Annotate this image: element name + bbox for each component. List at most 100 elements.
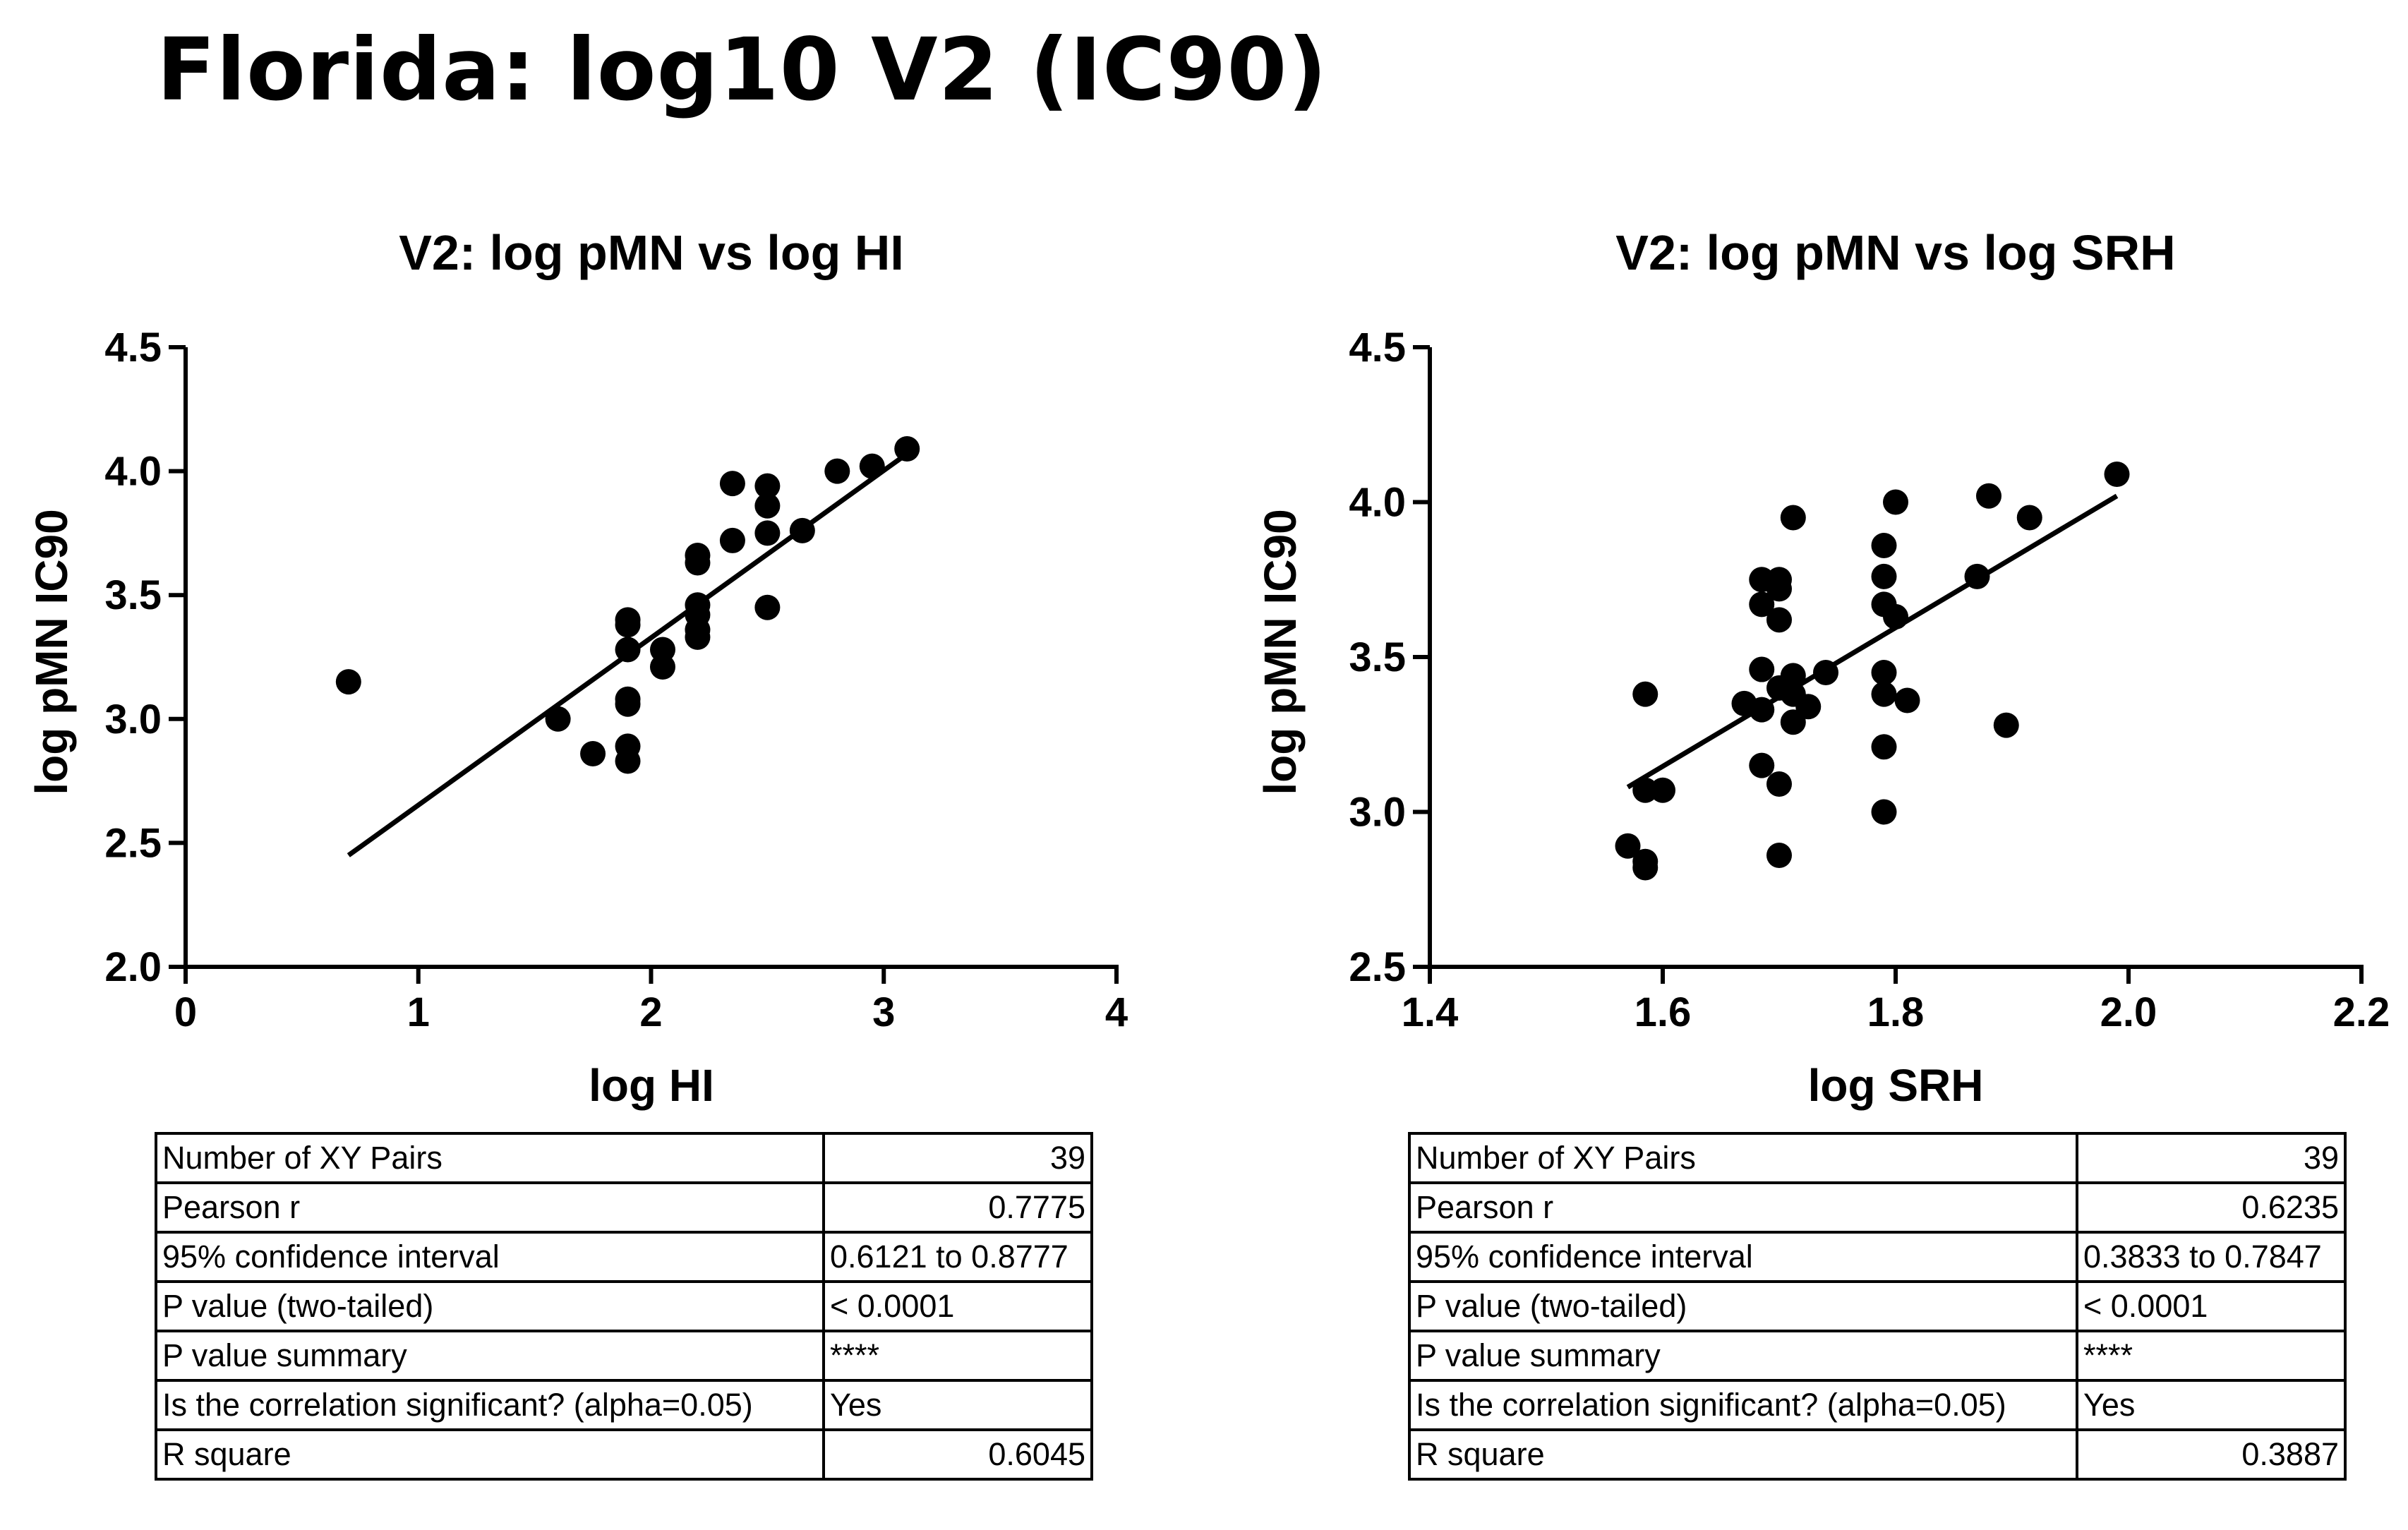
data-point [1894,687,1920,713]
stats-row: Is the correlation significant? (alpha=0… [155,1379,1093,1431]
data-point [1615,833,1641,859]
data-point [1632,681,1658,707]
data-point [685,592,711,618]
stat-label: Is the correlation significant? (alpha=0… [1408,1379,2078,1431]
x-axis-label: log SRH [1808,1060,1984,1111]
stat-label: R square [155,1428,825,1481]
data-point [754,520,781,546]
data-point [615,686,641,712]
stats-row: R square 0.6045 [155,1428,1093,1481]
x-tick-label: 2.2 [2333,989,2390,1035]
stat-label: 95% confidence interval [155,1231,825,1283]
stat-label: Pearson r [1408,1181,2078,1234]
stats-row: P value (two-tailed) < 0.0001 [155,1280,1093,1332]
y-tick-label: 4.5 [1349,325,1406,371]
y-tick-label: 4.5 [104,325,162,371]
x-tick-label: 2 [639,989,662,1035]
regression-line [1626,493,2119,790]
data-point [1871,799,1897,825]
data-point [2104,461,2130,487]
data-point [1993,712,2019,738]
stats-row: Pearson r 0.6235 [1408,1181,2347,1234]
data-point [859,453,885,479]
data-point [1632,848,1658,874]
data-point [1871,563,1897,589]
data-point [1766,607,1792,633]
data-point [1813,659,1838,685]
y-axis-label: log pMN IC90 [26,509,77,795]
stat-value: 0.3887 [2076,1428,2347,1481]
stat-value: 0.3833 to 0.7847 [2076,1231,2347,1283]
x-tick-label: 1.4 [1402,989,1459,1035]
stats-row: Pearson r 0.7775 [155,1181,1093,1234]
x-axis-label: log HI [589,1060,714,1111]
stats-row: P value summary **** [155,1330,1093,1382]
y-tick-label: 3.0 [104,697,162,742]
stats-row: 95% confidence interval 0.6121 to 0.8777 [155,1231,1093,1283]
data-point [649,637,675,663]
stat-value: < 0.0001 [2076,1280,2347,1332]
chart-title: V2: log pMN vs log HI [399,225,904,280]
stat-value: Yes [2076,1379,2347,1431]
stat-value: < 0.0001 [822,1280,1093,1332]
stat-label: P value summary [1408,1330,2078,1382]
data-point [1749,591,1775,618]
data-point [1632,777,1658,803]
data-point [1871,532,1897,558]
data-point [335,669,361,695]
data-point [2016,505,2042,531]
y-axis-label: log pMN IC90 [1255,509,1306,795]
data-point [1749,697,1775,723]
data-point [1766,567,1792,593]
stat-label: 95% confidence interval [1408,1231,2078,1283]
stat-label: P value (two-tailed) [155,1280,825,1332]
data-point [1749,656,1775,682]
y-tick-label: 3.5 [1349,634,1406,680]
data-point [1883,603,1908,630]
stats-row: Number of XY Pairs 39 [1408,1132,2347,1184]
stat-value: 0.6045 [822,1428,1093,1481]
data-point [1871,734,1897,760]
x-tick-label: 1.8 [1867,989,1925,1035]
stats-row: Is the correlation significant? (alpha=0… [1408,1379,2347,1431]
data-point [1964,563,1990,589]
chart-title: V2: log pMN vs log SRH [1615,225,2175,280]
y-tick-label: 4.0 [1349,480,1406,526]
stats-row: P value summary **** [1408,1330,2347,1382]
correlation-stats-table: Number of XY Pairs 39 Pearson r 0.6235 95% c… [1408,1132,2347,1481]
y-tick-label: 3.5 [104,572,162,618]
x-tick-label: 0 [174,989,197,1035]
data-point [754,473,781,499]
page-title: Florida: log10 V2 (IC90) [157,20,1328,120]
y-tick-label: 2.5 [104,820,162,866]
data-point [685,543,711,569]
stat-value: 0.6235 [2076,1181,2347,1234]
stats-row: Number of XY Pairs 39 [155,1132,1093,1184]
data-point [824,458,850,484]
y-tick-label: 4.0 [104,449,162,495]
data-point [545,706,571,732]
data-point [1976,483,2001,509]
stats-row: P value (two-tailed) < 0.0001 [1408,1280,2347,1332]
data-point [1871,681,1897,707]
x-tick-label: 4 [1105,989,1128,1035]
x-tick-label: 2.0 [2100,989,2157,1035]
y-tick-label: 3.0 [1349,790,1406,836]
correlation-stats-table: Number of XY Pairs 39 Pearson r 0.7775 95% c… [155,1132,1093,1481]
data-point [719,471,745,497]
data-point [754,594,781,620]
data-point [1795,694,1822,720]
stats-row: R square 0.3887 [1408,1428,2347,1481]
x-tick-label: 3 [872,989,895,1035]
data-point [1883,489,1908,515]
data-point [580,740,606,766]
y-tick-label: 2.5 [1349,944,1406,990]
stat-value: 0.6121 to 0.8777 [822,1231,1093,1283]
data-point [1650,777,1675,803]
stats-row: 95% confidence interval 0.3833 to 0.7847 [1408,1231,2347,1283]
x-tick-label: 1.6 [1635,989,1692,1035]
data-point [1871,659,1897,685]
stat-label: P value summary [155,1330,825,1382]
stat-value: **** [2076,1330,2347,1382]
stat-value: 0.7775 [822,1181,1093,1234]
